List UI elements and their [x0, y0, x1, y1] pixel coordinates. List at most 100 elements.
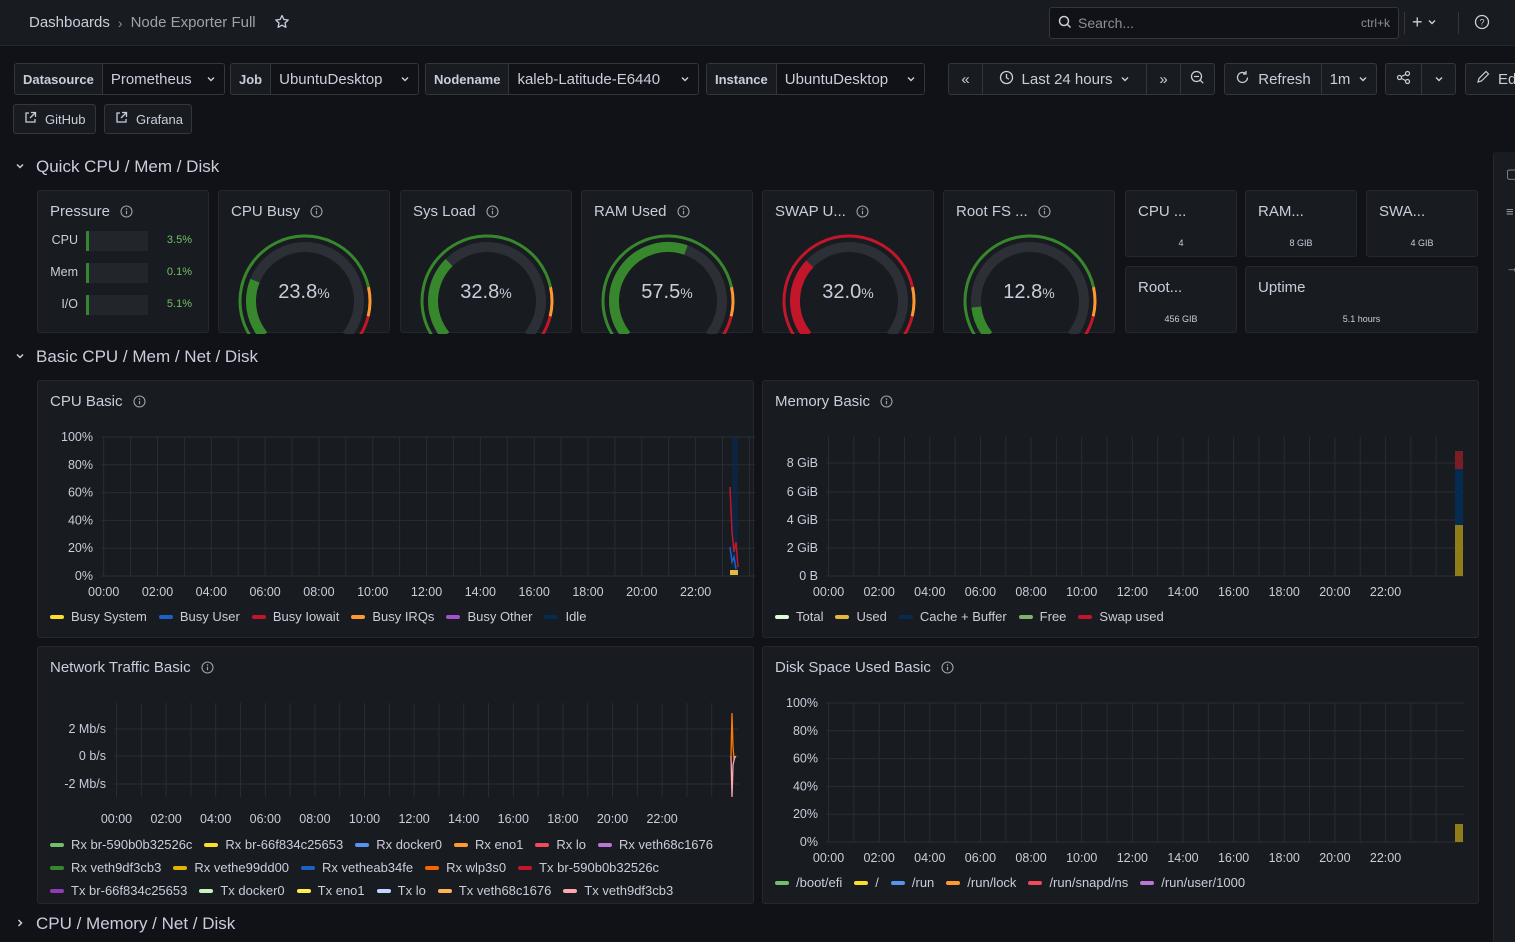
- variable-job[interactable]: Job UbuntuDesktop: [230, 63, 420, 95]
- gauge-panel[interactable]: CPU Busy 23.8%: [218, 190, 390, 334]
- info-icon[interactable]: [880, 395, 893, 408]
- row-title: Quick CPU / Mem / Disk: [36, 157, 220, 176]
- gauge-panel[interactable]: Sys Load 32.8%: [400, 190, 572, 334]
- variable-instance[interactable]: Instance UbuntuDesktop: [706, 63, 925, 95]
- legend-item[interactable]: Tx docker0: [199, 883, 285, 898]
- legend-item[interactable]: Rx br-66f834c25653: [204, 837, 343, 852]
- sidebar-outline-icon[interactable]: ≡: [1506, 204, 1514, 219]
- panel-header: Network Traffic Basic: [50, 659, 214, 676]
- legend-item[interactable]: Rx vethe99dd00: [173, 860, 289, 875]
- variable-datasource[interactable]: Datasource Prometheus: [14, 63, 225, 95]
- legend-swatch: [50, 888, 64, 893]
- legend-item[interactable]: /run/lock: [946, 875, 1016, 890]
- github-link[interactable]: GitHub: [13, 104, 96, 134]
- gauge-panel[interactable]: SWAP U... 32.0%: [762, 190, 934, 334]
- legend-item[interactable]: Rx veth68c1676: [598, 837, 713, 852]
- disk-basic-chart[interactable]: 100% 80% 60% 40% 20% 0% 00:00 02:00 04:00 06:00 08…: [763, 647, 1480, 905]
- memory-basic-chart[interactable]: 8 GiB 6 GiB 4 GiB 2 GiB 0 B 00:00 02:00 04:00 06…: [763, 381, 1480, 639]
- variable-select[interactable]: kaleb-Latitude-E6440: [509, 64, 699, 94]
- legend-item[interactable]: Busy Iowait: [251, 609, 339, 624]
- info-icon[interactable]: [485, 205, 499, 218]
- stat-panel[interactable]: Root... 456 GIB: [1125, 266, 1237, 333]
- sidebar-dock-icon[interactable]: ▢: [1506, 166, 1515, 181]
- info-icon[interactable]: [1038, 205, 1051, 218]
- legend-item[interactable]: Swap used: [1078, 609, 1164, 624]
- pressure-panel[interactable]: Pressure CPU 3.5% Mem 0.1% I/O 5.1%: [37, 190, 209, 333]
- legend-item[interactable]: Rx wlp3s0: [425, 860, 506, 875]
- legend-item[interactable]: /run/user/1000: [1140, 875, 1245, 890]
- legend-item[interactable]: /run/snapd/ns: [1028, 875, 1128, 890]
- share-menu-button[interactable]: [1421, 63, 1456, 95]
- legend-item[interactable]: Used: [835, 609, 887, 624]
- star-icon[interactable]: [274, 14, 290, 33]
- legend-item[interactable]: Total: [775, 609, 823, 624]
- legend-item[interactable]: Rx veth9df3cb3: [50, 860, 161, 875]
- legend-item[interactable]: Tx br-66f834c25653: [50, 883, 187, 898]
- legend-item[interactable]: Rx docker0: [355, 837, 442, 852]
- disk-basic-panel[interactable]: Disk Space Used Basic 100% 80% 60% 40% 20% 0%…: [762, 646, 1479, 904]
- info-icon[interactable]: [120, 205, 133, 218]
- time-shift-forward-button[interactable]: »: [1146, 63, 1181, 95]
- cpu-basic-chart[interactable]: 100% 80% 60% 40% 20% 0% 00:00 02:00 04:00 06:00 08…: [38, 381, 755, 639]
- sidebar-collapse-icon[interactable]: →: [1506, 260, 1515, 275]
- info-icon[interactable]: [310, 205, 323, 218]
- network-basic-panel[interactable]: Network Traffic Basic 2 Mb/s 0 b/s -2 Mb/s…: [37, 646, 754, 904]
- legend-item[interactable]: Tx br-590b0b32526c: [518, 860, 659, 875]
- row-header-next[interactable]: CPU / Memory / Net / Disk: [14, 914, 235, 934]
- memory-basic-panel[interactable]: Memory Basic 8 GiB 6 GiB 4 GiB 2 GiB 0 B 00:0…: [762, 380, 1479, 638]
- zoom-out-button[interactable]: [1180, 63, 1215, 95]
- info-icon[interactable]: [941, 661, 954, 674]
- legend-item[interactable]: Tx veth9df3cb3: [563, 883, 673, 898]
- legend-item[interactable]: /boot/efi: [775, 875, 842, 890]
- network-basic-chart[interactable]: 2 Mb/s 0 b/s -2 Mb/s 00:00 02:00 04:00 06:00 08…: [38, 647, 754, 904]
- legend-item[interactable]: Cache + Buffer: [898, 609, 1007, 624]
- stat-panel[interactable]: CPU ... 4: [1125, 190, 1237, 257]
- help-icon[interactable]: ?: [1474, 14, 1490, 33]
- legend-item[interactable]: Tx veth68c1676: [437, 883, 551, 898]
- variable-nodename[interactable]: Nodename kaleb-Latitude-E6440: [425, 63, 700, 95]
- legend-item[interactable]: Busy Other: [446, 609, 532, 624]
- legend-swatch: [355, 842, 370, 847]
- legend-item[interactable]: Busy System: [50, 609, 147, 624]
- gauge-panel[interactable]: RAM Used 57.5%: [581, 190, 753, 334]
- stat-panel[interactable]: Uptime 5.1 hours: [1245, 266, 1478, 333]
- x-tick-label: 06:00: [250, 812, 281, 826]
- legend-item[interactable]: Rx lo: [535, 837, 586, 852]
- variable-select[interactable]: Prometheus: [102, 64, 224, 94]
- search-input[interactable]: Search... ctrl+k: [1049, 7, 1399, 39]
- variable-select[interactable]: UbuntuDesktop: [776, 64, 924, 94]
- edit-button[interactable]: Ed: [1465, 63, 1515, 95]
- legend-item[interactable]: Busy User: [158, 609, 240, 624]
- info-icon[interactable]: [856, 205, 869, 218]
- row-header-quick[interactable]: Quick CPU / Mem / Disk: [14, 157, 219, 177]
- gauge-panel[interactable]: Root FS ... 12.8%: [943, 190, 1115, 334]
- legend-item[interactable]: Idle: [544, 609, 586, 624]
- legend-item[interactable]: Tx eno1: [296, 883, 365, 898]
- legend-item[interactable]: Rx br-590b0b32526c: [50, 837, 192, 852]
- variable-select[interactable]: UbuntuDesktop: [271, 64, 419, 94]
- legend-item[interactable]: /: [854, 875, 879, 890]
- refresh-button[interactable]: Refresh: [1224, 63, 1322, 95]
- info-icon[interactable]: [201, 661, 214, 674]
- grafana-link[interactable]: Grafana: [104, 104, 192, 134]
- rx-series: [730, 712, 737, 761]
- time-range-picker[interactable]: Last 24 hours: [982, 63, 1147, 95]
- share-button[interactable]: [1385, 63, 1422, 95]
- stat-panel[interactable]: SWA... 4 GIB: [1366, 190, 1478, 257]
- row-header-basic[interactable]: Basic CPU / Mem / Net / Disk: [14, 347, 258, 367]
- legend-item[interactable]: Tx lo: [376, 883, 426, 898]
- x-tick-label: 00:00: [101, 812, 132, 826]
- stat-panel[interactable]: RAM... 8 GIB: [1245, 190, 1357, 257]
- legend-item[interactable]: Free: [1018, 609, 1066, 624]
- legend-item[interactable]: Rx vetheab34fe: [301, 860, 413, 875]
- time-shift-back-button[interactable]: «: [948, 63, 983, 95]
- legend-item[interactable]: Rx eno1: [453, 837, 523, 852]
- info-icon[interactable]: [132, 395, 146, 408]
- refresh-interval-picker[interactable]: 1m: [1321, 63, 1377, 95]
- legend-item[interactable]: Busy IRQs: [351, 609, 434, 624]
- info-icon[interactable]: [676, 205, 690, 218]
- new-menu-button[interactable]: +: [1412, 12, 1437, 33]
- legend-item[interactable]: /run: [890, 875, 934, 890]
- breadcrumb-dashboards-link[interactable]: Dashboards: [29, 14, 110, 31]
- cpu-basic-panel[interactable]: CPU Basic 100% 80% 60% 40% 20% 0% 00:00 02:00 04…: [37, 380, 755, 639]
